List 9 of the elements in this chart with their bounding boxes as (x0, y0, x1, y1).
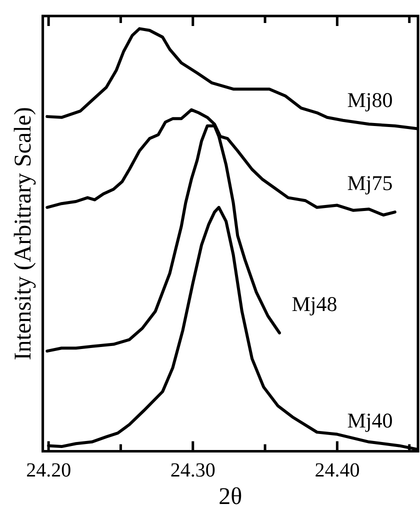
series-label: Mj40 (347, 408, 393, 433)
x-tick-label: 24.30 (170, 459, 216, 482)
x-tick-label: 24.20 (26, 459, 72, 482)
x-axis-title: 2θ (218, 484, 242, 510)
series-label: Mj80 (347, 88, 393, 112)
series-label: Mj75 (347, 171, 393, 196)
x-tick-label: 24.40 (314, 459, 360, 482)
series-label: Mj48 (292, 292, 338, 316)
y-axis-title: Intensity (Arbitrary Scale) (10, 106, 37, 360)
